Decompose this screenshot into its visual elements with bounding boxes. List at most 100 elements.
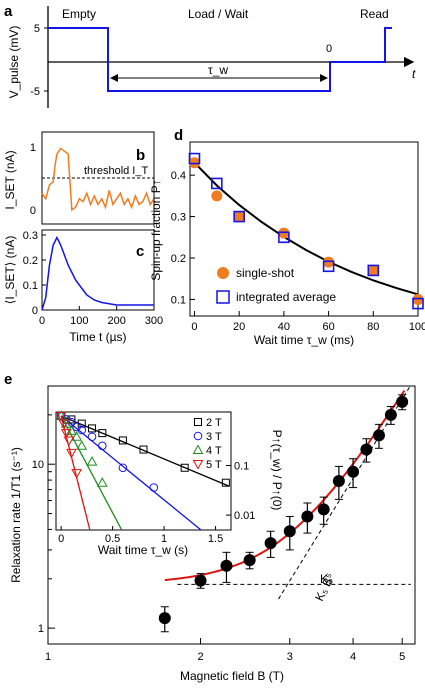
inset-point-square (67, 415, 76, 424)
point-single-shot (278, 227, 290, 239)
ylabel-c: ⟨I_SET⟩ (nA) (3, 236, 17, 305)
data-point-e (158, 612, 171, 625)
inset-point-circle (72, 422, 81, 432)
panel-b: b 1 0 threshold I_T I_SET (nA) (3, 131, 155, 225)
ylabel-b: I_SET (nA) (3, 150, 17, 209)
xtick-label-e: 1 (45, 651, 51, 663)
xlabel-e: Magnetic field B (T) (180, 669, 284, 683)
xtick-label-d: 100 (409, 321, 425, 333)
data-point-e (194, 574, 207, 587)
data-point-e (220, 559, 233, 572)
ylabel-a: V_pulse (mV) (7, 26, 21, 99)
inset-point-triangle-down (58, 419, 70, 430)
point-single-shot (233, 211, 245, 223)
inset-fit-lines (60, 415, 230, 531)
inset-point-circle (87, 432, 97, 442)
data-point-e (264, 537, 277, 550)
inset-fit-circle (60, 415, 202, 531)
ytick-label-d: 0.3 (171, 212, 186, 224)
data-point-e (243, 554, 256, 567)
data-point-e (332, 474, 345, 487)
point-integrated-average (367, 264, 380, 277)
xtick-label-c: 100 (70, 315, 88, 327)
ytick-label-b-0: 0 (30, 205, 36, 217)
data-point-e (360, 443, 373, 456)
frame-e (47, 385, 416, 645)
point-integrated-average (188, 152, 201, 165)
inset-legend-marker-triangle-down (192, 460, 204, 470)
ylabel-e: Relaxation rate 1/T1 (s⁻¹) (9, 447, 23, 583)
pulse-trace (48, 27, 392, 92)
inset-point-triangle-up (96, 477, 108, 487)
inset-point-square (221, 478, 230, 487)
ytick-label-a-m5: -5 (30, 86, 40, 98)
tau-label: τ_w (208, 63, 228, 77)
panel-label-e: e (4, 371, 12, 388)
inset-ylabel: P↑(τ_w) / P↑(0) (270, 430, 284, 511)
inset-fit-triangle-up (60, 415, 123, 531)
svg-text:Spin-up fraction P↑: Spin-up fraction P↑ (149, 179, 163, 280)
point-integrated-average (322, 260, 335, 273)
point-single-shot (412, 293, 424, 305)
xtick-label-d: 80 (367, 321, 379, 333)
panel-label-a: a (4, 3, 13, 20)
inset-fit-square (60, 415, 230, 487)
point-single-shot (188, 157, 200, 169)
threshold-label: threshold I_T (84, 165, 148, 177)
xtick-label-d: 0 (191, 321, 197, 333)
panel-label-b: b (136, 147, 145, 164)
annotation-k0: K₀ (320, 572, 333, 586)
data-point-e (301, 510, 314, 523)
inset-xtick-label: 0.5 (105, 533, 120, 545)
inset-legend-marker-circle (193, 431, 203, 441)
inset-xtick-label: 0 (58, 533, 64, 545)
inset-point-circle (118, 463, 128, 473)
ylabel-d: Spin-up fraction P↑ (149, 179, 163, 280)
inset-xtick-label: 1 (161, 533, 167, 545)
frame-d (189, 141, 419, 317)
inset-xlabel: Wait time τ_w (s) (98, 543, 188, 557)
legend-label-integrated: integrated average (236, 290, 336, 304)
xlabel-d: Wait time τ_w (ms) (254, 333, 354, 347)
inset-point-triangle-down (60, 429, 72, 439)
inset-point-square (139, 445, 148, 454)
point-single-shot (211, 190, 223, 202)
inset-point-triangle-down (55, 411, 67, 422)
inset-point-square (88, 424, 97, 433)
data-point-e (396, 395, 409, 408)
point-single-shot (367, 264, 379, 276)
xtick-label-e: 3 (287, 651, 293, 663)
ytick-label-d: 0.1 (171, 294, 186, 306)
inset-legend-label: 3 T (206, 431, 222, 443)
ytick-label-d: 0.2 (171, 253, 186, 265)
ytick-label-b-1: 1 (30, 142, 36, 154)
data-point-e (283, 525, 296, 538)
inset-point-square (118, 436, 127, 445)
inset-point-triangle-up (71, 431, 82, 441)
point-integrated-average (412, 297, 424, 310)
point-single-shot (323, 256, 335, 268)
inset-point-square (180, 463, 189, 472)
inset-legend-label: 2 T (206, 417, 222, 429)
panel-c: c 0 100 200 300 0.3 0.2 0.1 0 ⟨I_SET⟩ (nA) Time… (3, 229, 163, 344)
inset-legend-marker-square (194, 418, 202, 426)
inset-frame (55, 411, 232, 531)
inset-point-triangle-down (63, 436, 75, 446)
svg-text:I_SET (nA): I_SET (nA) (3, 150, 17, 209)
phase-label-read: Read (360, 7, 389, 21)
xtick-label-d: 40 (278, 321, 290, 333)
marks-d (188, 152, 424, 310)
phase-label-load-wait: Load / Wait (188, 7, 249, 21)
inset-ytick-label: 0.1 (234, 461, 249, 473)
svg-text:Relaxation rate 1/T1 (s⁻¹): Relaxation rate 1/T1 (s⁻¹) (9, 447, 23, 583)
inset-point-circle (98, 441, 107, 451)
inset-point-circle (77, 425, 87, 435)
inset-legend: 2 T 3 T 4 T 5 T (192, 417, 222, 471)
ytick-label-e: 10 (32, 459, 44, 471)
inset-point-triangle-down (71, 469, 82, 479)
inset-legend-label: 5 T (206, 459, 222, 471)
marks-e (158, 394, 409, 633)
ytick-label-c: 0.1 (23, 280, 38, 292)
svg-text:P↑(τ_w) / P↑(0): P↑(τ_w) / P↑(0) (270, 430, 284, 511)
